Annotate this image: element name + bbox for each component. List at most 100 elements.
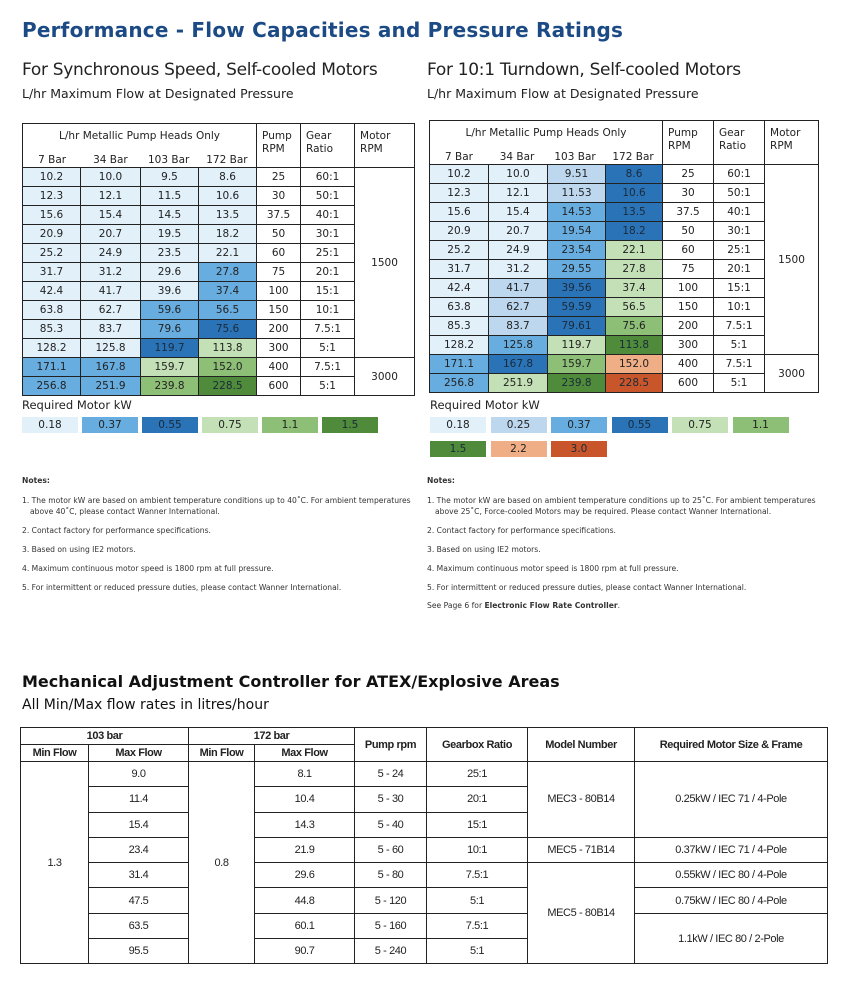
flow-cell: 37.4 — [604, 278, 664, 298]
flow-cell: 31.7 — [429, 259, 489, 279]
max-flow-172-cell: 60.1 — [254, 912, 356, 940]
pump-rpm-cell: 30 — [662, 183, 715, 203]
flow-cell: 41.7 — [80, 281, 141, 301]
bar-label: 103 Bar — [554, 151, 596, 163]
flow-cell: 25.2 — [429, 240, 489, 260]
flow-cell: 12.3 — [429, 183, 489, 203]
flow-cell: 10.6 — [197, 186, 258, 206]
flow-cell: 13.5 — [604, 202, 664, 222]
pump-rpm-cell: 75 — [662, 259, 715, 279]
flow-cell: 13.5 — [197, 205, 258, 225]
flow-cell: 23.54 — [547, 240, 606, 260]
pump-rpm-cell: 400 — [662, 354, 715, 374]
flow-cell: 31.2 — [488, 259, 548, 279]
bar-label: 7 Bar — [38, 154, 67, 166]
max-flow-172-cell: 21.9 — [254, 836, 356, 864]
note-item: 2. Contact factory for performance speci… — [427, 526, 616, 535]
gear-ratio-cell: 20:1 — [300, 262, 356, 282]
flow-cell: 228.5 — [197, 376, 258, 396]
gear-ratio-header: Gear Ratio — [300, 123, 356, 168]
table-row: 12.3 12.1 11.53 10.6 30 50:1 — [429, 183, 819, 203]
table-row: 256.8 251.9 239.8 228.5 600 5:1 — [429, 373, 819, 393]
bar-label: 103 Bar — [147, 154, 190, 166]
table-row: 95.5 90.7 5 - 240 5:1 — [21, 938, 828, 965]
flow-cell: 167.8 — [488, 354, 548, 374]
table-row: 1.3 9.0 0.8 8.1 5 - 24 25:1 MEC3 - 80B14 0.25kW… — [20, 760, 829, 965]
gearbox-ratio-cell: 15:1 — [426, 811, 529, 838]
flow-cell: 56.5 — [604, 297, 664, 317]
pump-rpm-cell: 5 - 30 — [354, 786, 428, 813]
legend-swatch: 0.75 — [672, 417, 728, 433]
gear-ratio-cell: 5:1 — [300, 376, 356, 396]
mech-title: Mechanical Adjustment Controller for ATE… — [22, 672, 560, 691]
gearbox-ratio-cell: 7.5:1 — [426, 912, 529, 940]
flow-cell: 113.8 — [197, 338, 258, 358]
legend-swatch: 1.5 — [430, 441, 486, 457]
flow-cell: 23.5 — [140, 243, 199, 263]
table-row: 12.3 12.1 11.5 10.6 30 50:1 — [22, 186, 415, 206]
flow-cell: 39.6 — [140, 281, 199, 301]
table-row: 20.9 20.7 19.54 18.2 50 30:1 — [429, 221, 819, 241]
legend-swatch: 0.55 — [142, 417, 198, 433]
note-item: 4. Maximum continuous motor speed is 180… — [427, 564, 679, 573]
gear-ratio-cell: 30:1 — [300, 224, 356, 244]
max-flow-103-cell: 9.0 — [87, 760, 190, 788]
legend-swatch: 0.55 — [611, 417, 668, 433]
flow-cell: 27.8 — [197, 262, 258, 282]
flow-cell: 15.4 — [80, 205, 141, 225]
pump-rpm-cell: 150 — [256, 300, 302, 320]
note-item: 2. Contact factory for performance speci… — [22, 526, 211, 535]
gear-ratio-cell: 7.5:1 — [713, 354, 766, 374]
flow-cell: 9.51 — [547, 164, 606, 184]
flow-cell: 56.5 — [197, 300, 258, 320]
right-flow-table: L/hr Metallic Pump Heads Only 7 Bar 34 Bar… — [428, 120, 820, 393]
table-row: 63.5 60.1 5 - 160 7.5:1 1.1kW / IEC 80 / 2-P… — [21, 912, 829, 965]
pump-rpm-cell: 150 — [662, 297, 715, 317]
flow-cell: 128.2 — [429, 335, 489, 355]
max-flow-103-cell: 47.5 — [87, 887, 190, 914]
max-flow-172-cell: 90.7 — [254, 938, 356, 965]
pump-rpm-cell: 100 — [662, 278, 715, 298]
motor-rpm-cell: 1500 — [764, 164, 820, 355]
flow-cell: 18.2 — [197, 224, 258, 244]
flow-cell: 27.8 — [604, 259, 664, 279]
flow-cell: 8.6 — [197, 167, 258, 187]
table-row: 31.7 31.2 29.6 27.8 75 20:1 — [22, 262, 415, 282]
model-number-cell: MEC5 - 71B14 — [527, 836, 636, 864]
header-required-motor: Required Motor Size & Frame — [634, 727, 829, 762]
min-flow-103-cell: 1.3 — [20, 760, 89, 965]
gear-ratio-cell: 5:1 — [713, 373, 766, 393]
flow-cell: 11.53 — [547, 183, 606, 203]
pump-rpm-header: Pump RPM — [662, 120, 715, 165]
note-item: 5. For intermittent or reduced pressure … — [22, 583, 342, 592]
bar-label: 34 Bar — [499, 151, 535, 163]
flow-cell: 79.61 — [547, 316, 606, 336]
table-row: 23.4 21.9 5 - 60 10:1 MEC5 - 71B14 0.37kW / I… — [21, 836, 829, 864]
flow-cell: 63.8 — [429, 297, 489, 317]
note-item: 5. For intermittent or reduced pressure … — [427, 583, 747, 592]
flow-cell: 239.8 — [547, 373, 606, 393]
flow-cell: 42.4 — [429, 278, 489, 298]
header-min-flow-172: Min Flow — [188, 744, 256, 762]
flow-cell: 15.6 — [429, 202, 489, 222]
flow-header: L/hr Metallic Pump Heads Only 7 Bar 34 Bar… — [428, 120, 664, 165]
gear-ratio-cell: 15:1 — [713, 278, 766, 298]
table-row: 11.4 10.4 5 - 30 20:1 — [21, 786, 828, 813]
gear-ratio-cell: 50:1 — [713, 183, 766, 203]
table-row: 10.2 10.0 9.5 8.6 25 60:1 1500 — [22, 167, 416, 358]
motor-rpm-header: Motor RPM — [354, 123, 416, 168]
flow-cell: 37.4 — [197, 281, 258, 301]
pump-rpm-cell: 5 - 60 — [354, 836, 428, 864]
gearbox-ratio-cell: 5:1 — [426, 938, 529, 965]
note-item: 4. Maximum continuous motor speed is 180… — [22, 564, 274, 573]
gear-ratio-header: Gear Ratio — [713, 120, 766, 165]
gear-ratio-cell: 50:1 — [300, 186, 356, 206]
gear-ratio-cell: 10:1 — [300, 300, 356, 320]
max-flow-172-cell: 44.8 — [254, 887, 356, 914]
see-page-text: See Page 6 for — [427, 601, 485, 610]
flow-cell: 251.9 — [488, 373, 548, 393]
gearbox-ratio-cell: 25:1 — [426, 760, 529, 788]
right-notes: Notes: 1. The motor kW are based on ambi… — [427, 476, 822, 610]
note-item: 1. The motor kW are based on ambient tem… — [427, 496, 816, 516]
flow-cell: 113.8 — [604, 335, 664, 355]
